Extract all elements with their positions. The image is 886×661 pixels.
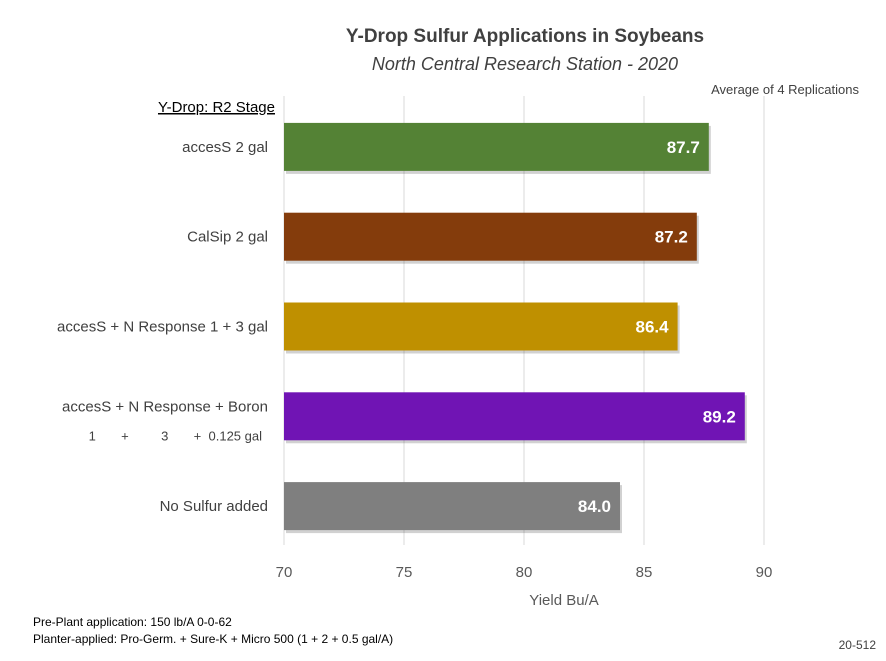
bar-value-label: 89.2 [703,407,736,426]
category-label: accesS + N Response + Boron [62,398,268,415]
bar-value-label: 87.2 [655,228,688,247]
footnote-preplant: Pre-Plant application: 150 lb/A 0-0-62 [33,615,232,629]
category-label: CalSip 2 gal [187,229,268,246]
category-labels: accesS 2 gal CalSip 2 gal accesS + N Respo… [57,139,268,515]
bar-value-label: 86.4 [636,318,670,337]
footnote-planter: Planter-applied: Pro-Germ. + Sure-K + Mi… [33,632,393,646]
x-tick-label: 75 [396,564,413,581]
chart-subtitle: North Central Research Station - 2020 [372,54,678,74]
category-label: accesS 2 gal [182,139,268,156]
x-tick-label: 70 [276,564,293,581]
x-axis-ticks: 70 75 80 85 90 [276,564,773,581]
x-tick-label: 90 [756,564,773,581]
bar [284,212,697,261]
bar-value-label: 84.0 [578,497,611,516]
group-label: Y-Drop: R2 Stage [158,99,275,116]
bar [284,122,709,171]
chart-title: Y-Drop Sulfur Applications in Soybeans [346,26,704,47]
x-tick-label: 85 [636,564,653,581]
category-label: accesS + N Response 1 + 3 gal [57,319,268,336]
chart-code: 20-512 [839,638,877,652]
x-tick-label: 80 [516,564,533,581]
bar [284,302,678,351]
category-sublabel: 1 + 3 + 0.125 gal [89,428,263,443]
category-label: No Sulfur added [160,498,268,515]
x-axis-label: Yield Bu/A [529,592,599,609]
bar [284,392,745,441]
replication-note: Average of 4 Replications [711,82,859,97]
bar-value-label: 87.7 [667,138,700,157]
bar [284,482,620,531]
bars: 87.7 87.2 86.4 89.2 84.0 [284,122,747,534]
